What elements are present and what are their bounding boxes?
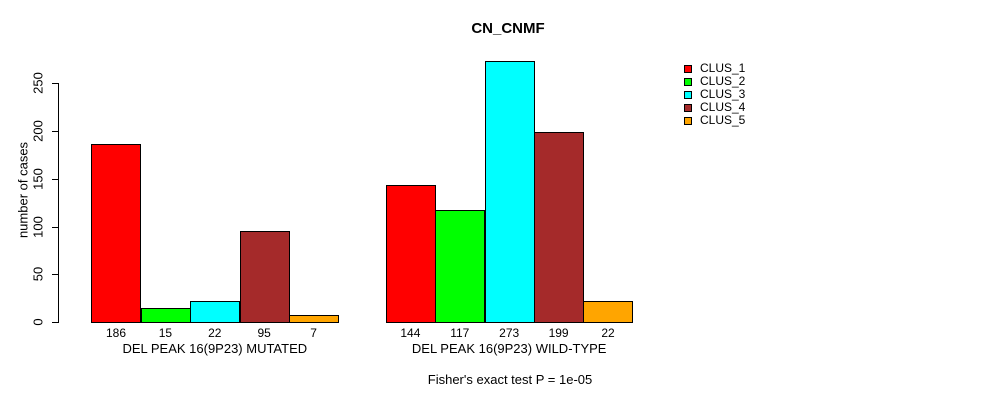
- bar-clus_1-group1: [91, 144, 141, 323]
- bar-value-label: 95: [257, 326, 271, 340]
- y-tick-mark: [52, 274, 58, 276]
- chart-title: CN_CNMF: [471, 20, 545, 37]
- bar-clus_2-group2: [435, 210, 485, 323]
- group-label-1: DEL PEAK 16(9P23) MUTATED: [122, 341, 308, 356]
- bar-value-label: 199: [548, 326, 569, 340]
- legend-label: CLUS_1: [700, 61, 746, 75]
- legend-row-clus_3: CLUS_3: [684, 88, 745, 101]
- bar-value-label: 7: [310, 326, 317, 340]
- legend-label: CLUS_3: [700, 87, 746, 101]
- legend-row-clus_2: CLUS_2: [684, 75, 745, 88]
- y-tick-mark: [52, 178, 58, 180]
- bar-value-label: 117: [450, 326, 470, 340]
- bar-value-label: 22: [208, 326, 222, 340]
- legend: CLUS_1 CLUS_2 CLUS_3 CLUS_4 CLUS_5: [684, 62, 745, 127]
- legend-swatch-clus_4: [684, 103, 692, 112]
- bar-clus_3-group2: [485, 61, 535, 323]
- y-axis-line: [58, 83, 59, 323]
- legend-row-clus_4: CLUS_4: [684, 101, 745, 114]
- bar-value-label: 273: [499, 326, 520, 340]
- fisher-test-annotation: Fisher's exact test P = 1e-05: [427, 372, 593, 387]
- group-label-2: DEL PEAK 16(9P23) WILD-TYPE: [411, 341, 607, 356]
- y-tick-mark: [52, 322, 58, 323]
- y-tick-label: 200: [30, 120, 46, 142]
- y-tick-mark: [52, 226, 58, 228]
- y-tick-mark: [52, 131, 58, 133]
- bar-clus_1-group2: [386, 185, 436, 323]
- legend-row-clus_5: CLUS_5: [684, 114, 745, 127]
- y-tick-label: 50: [30, 267, 46, 282]
- legend-label: CLUS_4: [700, 100, 746, 114]
- bar-clus_5-group1: [289, 315, 339, 323]
- bar-clus_5-group2: [583, 301, 633, 323]
- legend-label: CLUS_5: [700, 113, 746, 127]
- legend-swatch-clus_2: [684, 77, 692, 86]
- y-tick-label: 100: [30, 215, 46, 238]
- legend-swatch-clus_1: [684, 64, 692, 73]
- bar-value-label: 15: [158, 326, 173, 340]
- bar-value-label: 186: [105, 326, 127, 340]
- legend-swatch-clus_3: [684, 90, 692, 99]
- bar-clus_2-group1: [141, 308, 191, 323]
- y-tick-mark: [52, 83, 58, 85]
- legend-label: CLUS_2: [700, 74, 746, 88]
- y-tick-label: 0: [30, 318, 46, 326]
- legend-swatch-clus_5: [684, 116, 692, 125]
- y-tick-label: 150: [30, 167, 46, 190]
- bar-clus_4-group1: [240, 231, 290, 323]
- bar-value-label: 22: [601, 326, 615, 340]
- legend-row-clus_1: CLUS_1: [684, 62, 745, 75]
- bar-clus_3-group1: [190, 301, 240, 323]
- bar-value-label: 144: [400, 326, 421, 340]
- bar-clus_4-group2: [534, 132, 584, 323]
- y-tick-label: 250: [30, 72, 46, 95]
- y-axis-label: number of cases: [15, 141, 31, 239]
